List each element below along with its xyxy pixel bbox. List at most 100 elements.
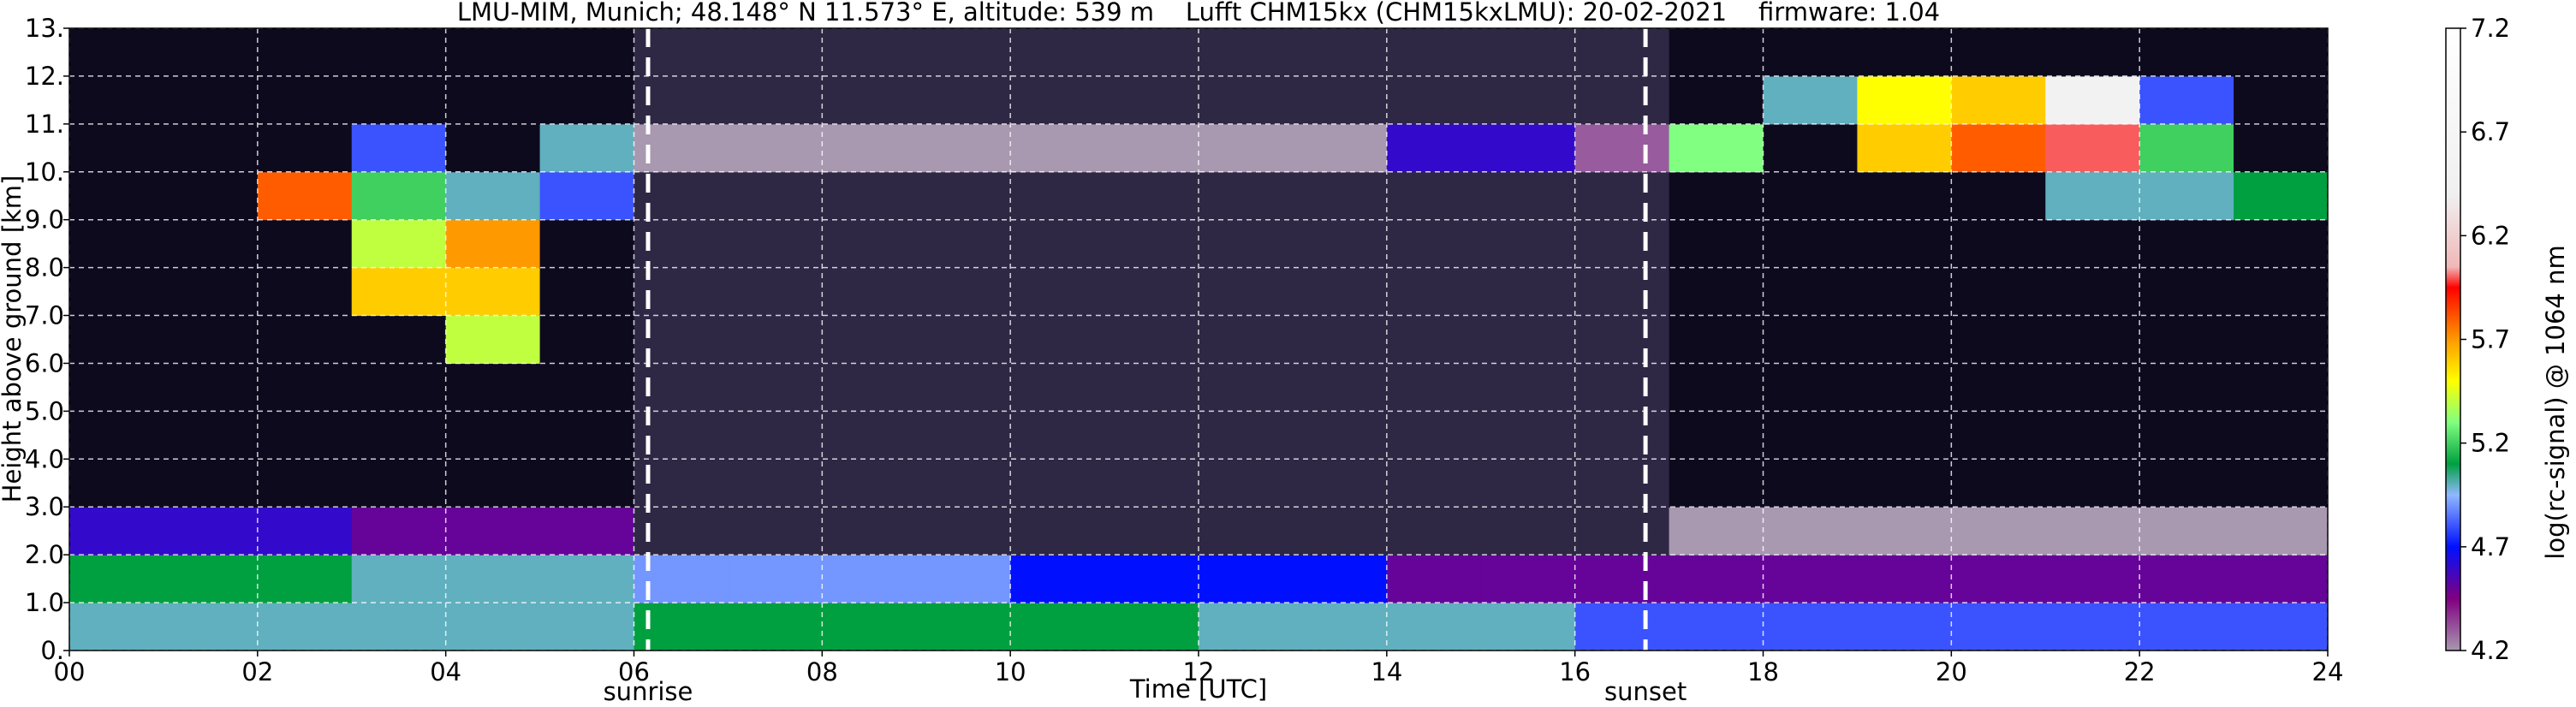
heatmap-cell [1292,411,1388,460]
heatmap-cell [257,555,353,603]
heatmap-cell [728,28,823,77]
heatmap-cell [163,267,259,317]
heatmap-cell [163,75,259,125]
heatmap-cell [351,315,447,364]
heatmap-cell [1669,363,1764,412]
heatmap-cell [257,171,353,221]
heatmap-cell [539,219,634,269]
heatmap-cell [1010,507,1105,556]
heatmap-cell [1199,123,1294,173]
heatmap-cell [1010,603,1105,651]
heatmap-cell [163,555,259,603]
heatmap-cell [1951,555,2046,603]
heatmap-cell [445,459,541,508]
x-tick-label: 06 [618,657,650,686]
heatmap-cell [916,555,1011,603]
heatmap-cell [1669,507,1764,556]
heatmap-cell [1104,75,1199,125]
heatmap-cell [1669,555,1764,603]
heatmap-cell [1857,507,1952,556]
heatmap-cell [257,507,353,556]
heatmap-cell [1386,315,1482,364]
heatmap-cell [351,171,447,221]
heatmap-cell [257,459,353,508]
heatmap-cell [445,411,541,460]
colorbar-tick-label: 7.2 [2471,14,2510,43]
heatmap-cell [1763,315,1858,364]
heatmap-cell [1292,171,1388,221]
heatmap-cell [1857,459,1952,508]
heatmap-cell [257,411,353,460]
heatmap-cell [257,75,353,125]
y-tick-label: 0. [40,636,64,665]
heatmap-cell [1199,28,1294,77]
heatmap-cell [1010,267,1105,317]
heatmap-cell [1763,171,1858,221]
heatmap-cell [1386,219,1482,269]
colorbar-tick-label: 5.2 [2471,429,2510,458]
heatmap-cell [1951,459,2046,508]
annotation-label: sunrise [604,677,693,706]
heatmap-cell [1669,123,1764,173]
heatmap-cell [1104,411,1199,460]
heatmap-cell [163,411,259,460]
heatmap-cell [1010,123,1105,173]
heatmap-cell [445,315,541,364]
heatmap-cell [1010,459,1105,508]
heatmap-cell [2234,171,2329,221]
y-tick-label: 9.0 [25,205,64,235]
heatmap-cell [539,411,634,460]
heatmap-cell [1669,75,1764,125]
heatmap-cell [916,363,1011,412]
heatmap-cell [1763,267,1858,317]
heatmap-cell [1292,459,1388,508]
heatmap-cell [1574,267,1670,317]
heatmap-cell [1386,555,1482,603]
heatmap-cell [1763,219,1858,269]
heatmap-cell [1292,315,1388,364]
heatmap-cell [1104,171,1199,221]
heatmap-cell [1104,123,1199,173]
heatmap-cell [69,267,164,317]
heatmap-cell [2234,603,2329,651]
heatmap-cell [163,219,259,269]
x-tick-label: 24 [2312,657,2344,686]
heatmap-cell [1951,75,2046,125]
heatmap-cell [163,123,259,173]
heatmap-cell [1951,363,2046,412]
heatmap-cell [728,315,823,364]
heatmap-cell [1857,363,1952,412]
heatmap-cell [445,75,541,125]
heatmap-cell [2234,459,2329,508]
heatmap-cell [1951,171,2046,221]
heatmap-cell [916,459,1011,508]
heatmap-cell [163,603,259,651]
heatmap-cell [1480,603,1576,651]
heatmap-cell [1951,507,2046,556]
heatmap-cell [1010,315,1105,364]
heatmap-cell [1857,171,1952,221]
heatmap-cell [69,507,164,556]
heatmap-cell [445,123,541,173]
heatmap-cell [2234,363,2329,412]
heatmap-cell [1857,75,1952,125]
heatmap-cell [1199,603,1294,651]
heatmap-cell [1857,267,1952,317]
heatmap-cell [2139,603,2234,651]
heatmap-cell [1669,28,1764,77]
heatmap-cell [1669,219,1764,269]
x-axis-label: Time [UTC] [1129,674,1267,704]
heatmap-cell [163,171,259,221]
heatmap-cell [539,507,634,556]
heatmap-cell [2045,603,2140,651]
heatmap-cell [2139,411,2234,460]
heatmap-cell [1574,171,1670,221]
heatmap-cell [2139,28,2234,77]
heatmap-cell [539,603,634,651]
colorbar-tick-label: 6.7 [2471,117,2510,146]
heatmap-cell [69,411,164,460]
heatmap-cell [539,363,634,412]
y-tick-label: 11. [25,110,64,139]
heatmap-cell [916,411,1011,460]
heatmap-cell [822,603,917,651]
